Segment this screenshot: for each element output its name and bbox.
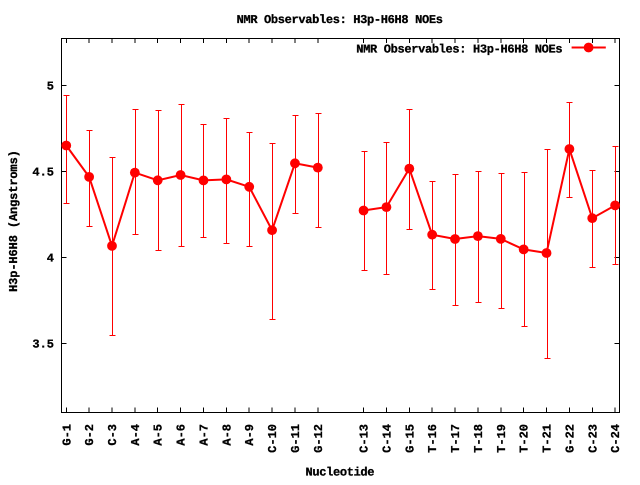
svg-text:T-17: T-17 — [449, 424, 463, 453]
svg-text:C-24: C-24 — [609, 424, 623, 453]
svg-text:Nucleotide: Nucleotide — [306, 466, 375, 480]
svg-text:C-23: C-23 — [586, 424, 600, 453]
svg-text:C-14: C-14 — [380, 424, 394, 453]
svg-text:T-16: T-16 — [426, 424, 440, 453]
svg-text:5: 5 — [47, 80, 54, 94]
svg-text:A-7: A-7 — [197, 424, 211, 446]
svg-text:C-13: C-13 — [358, 424, 372, 453]
svg-text:T-18: T-18 — [472, 424, 486, 453]
svg-text:G-1: G-1 — [60, 424, 74, 446]
svg-text:G-22: G-22 — [563, 424, 577, 453]
svg-text:4: 4 — [47, 252, 54, 266]
svg-text:A-6: A-6 — [175, 424, 189, 446]
svg-text:G-2: G-2 — [83, 424, 97, 446]
svg-text:G-15: G-15 — [403, 424, 417, 453]
svg-text:C-10: C-10 — [266, 424, 280, 453]
svg-text:A-4: A-4 — [129, 424, 143, 446]
svg-text:A-9: A-9 — [243, 424, 257, 446]
svg-text:G-11: G-11 — [289, 424, 303, 453]
svg-text:G-12: G-12 — [312, 424, 326, 453]
svg-text:C-3: C-3 — [106, 424, 120, 446]
svg-text:H3p-H6H8 (Angstroms): H3p-H6H8 (Angstroms) — [7, 150, 21, 292]
svg-text:4.5: 4.5 — [32, 166, 54, 180]
svg-text:T-21: T-21 — [541, 424, 555, 453]
svg-text:3.5: 3.5 — [32, 338, 54, 352]
svg-text:A-8: A-8 — [220, 424, 234, 446]
svg-text:NMR Observables: H3p-H6H8 NOEs: NMR Observables: H3p-H6H8 NOEs — [237, 13, 443, 27]
svg-text:T-20: T-20 — [518, 424, 532, 453]
svg-text:T-19: T-19 — [495, 424, 509, 453]
svg-text:NMR Observables: H3p-H6H8 NOEs: NMR Observables: H3p-H6H8 NOEs — [356, 43, 562, 57]
svg-text:A-5: A-5 — [152, 424, 166, 446]
